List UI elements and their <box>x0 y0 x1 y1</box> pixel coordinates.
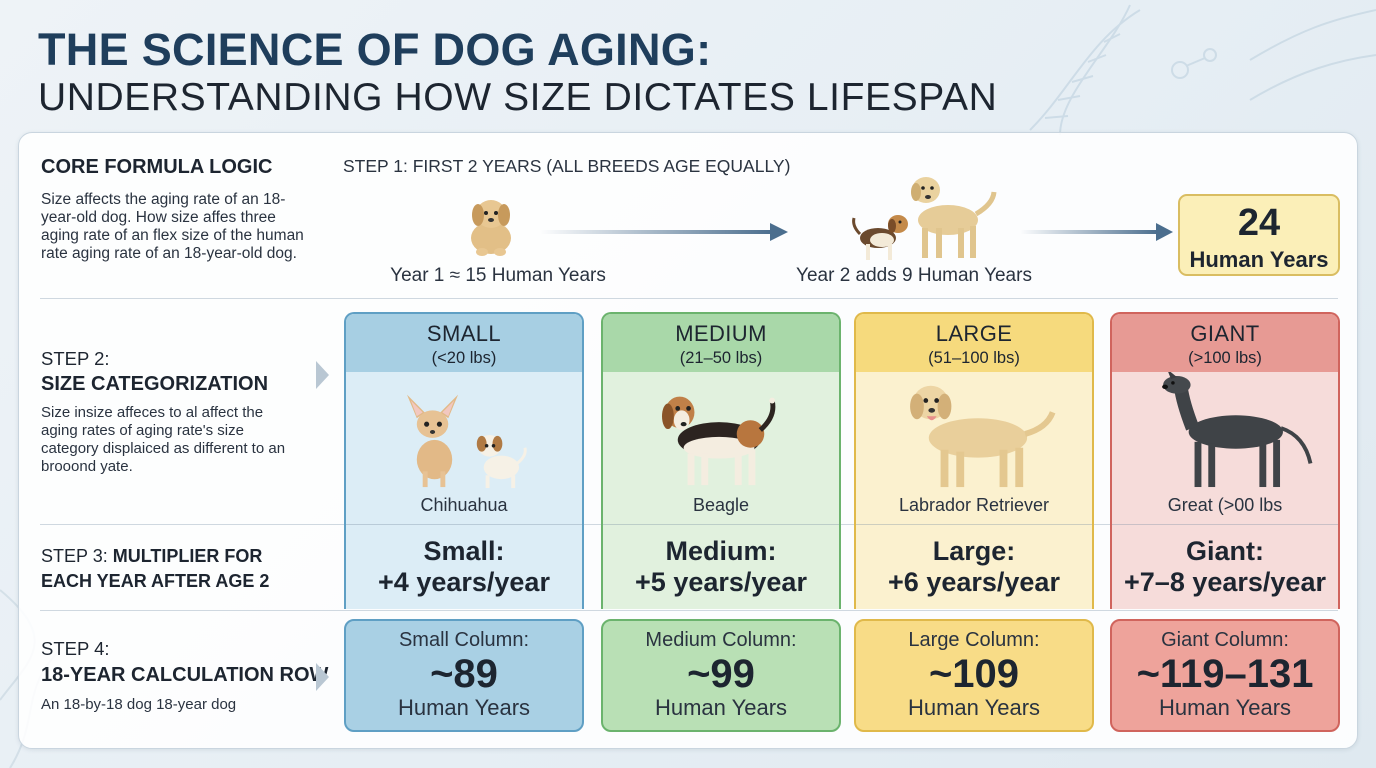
multiplier-label: Medium: <box>665 536 777 566</box>
result-value: ~119–131 <box>1136 652 1314 696</box>
year1-caption: Year 1 ≈ 15 Human Years <box>390 265 606 286</box>
multiplier-label: Large: <box>932 536 1016 566</box>
main-title: THE SCIENCE OF DOG AGING: <box>38 24 712 75</box>
category-weight-range: (>100 lbs) <box>1188 349 1262 367</box>
labrador-icon <box>910 385 1056 488</box>
breed-name: Labrador Retriever <box>898 495 1050 515</box>
column-divider <box>856 524 1092 525</box>
row-divider-3 <box>40 610 1338 611</box>
arrow-1-icon <box>540 223 788 241</box>
aging-multiplier: Small: +4 years/year <box>346 536 582 598</box>
step2-chevron-icon <box>316 361 329 389</box>
breed-name: Beagle <box>692 495 750 515</box>
category-name: LARGE <box>935 321 1013 346</box>
multiplier-label: Small: <box>423 536 505 566</box>
arrow-2-icon <box>1020 223 1173 241</box>
aging-multiplier: Medium: +5 years/year <box>603 536 839 598</box>
category-weight-range: (21–50 lbs) <box>679 349 763 367</box>
step3-label-bold: MULTIPLIER FOR <box>112 546 263 566</box>
result-value: ~99 <box>687 652 755 696</box>
step1-result-unit: Human Years <box>1189 247 1329 272</box>
multiplier-value: +4 years/year <box>378 567 550 597</box>
year2-caption: Year 2 adds 9 Human Years <box>796 265 1032 286</box>
core-formula-text: Size affects the aging rate of an 18-yea… <box>41 191 304 262</box>
step1-result-box: 24 Human Years <box>1178 194 1340 276</box>
category-name: GIANT <box>1190 321 1260 346</box>
result-box-large: Large Column: ~109 Human Years <box>854 619 1094 732</box>
result-label: Small Column: <box>398 629 530 651</box>
category-header: SMALL (<20 lbs) <box>346 314 582 372</box>
column-divider <box>1112 524 1338 525</box>
result-box-small: Small Column: ~89 Human Years <box>344 619 584 732</box>
step3-label-plain: STEP 3: <box>41 546 113 566</box>
category-name: SMALL <box>426 321 502 346</box>
chihuahua-icon <box>406 394 527 489</box>
result-box-giant: Giant Column: ~119–131 Human Years <box>1110 619 1340 732</box>
result-value: ~109 <box>928 652 1020 696</box>
step4-chevron-icon <box>316 663 329 691</box>
core-formula-title: CORE FORMULA LOGIC <box>41 156 273 178</box>
step4-label-line2: 18-YEAR CALCULATION ROW <box>41 664 329 686</box>
step2-label-line2: SIZE CATEGORIZATION <box>41 373 269 395</box>
result-label: Medium Column: <box>645 629 797 651</box>
category-header: MEDIUM (21–50 lbs) <box>603 314 839 372</box>
result-unit: Human Years <box>397 695 531 720</box>
step4-description: An 18-by-18 dog 18-year dog <box>41 696 237 713</box>
result-unit: Human Years <box>654 695 788 720</box>
result-unit: Human Years <box>907 695 1041 720</box>
aging-multiplier: Large: +6 years/year <box>856 536 1092 598</box>
result-box-medium: Medium Column: ~99 Human Years <box>601 619 841 732</box>
step2-label-line1: STEP 2: <box>41 348 110 369</box>
column-divider <box>346 524 582 525</box>
puppy-icon <box>471 200 511 256</box>
step3-label-line2: EACH YEAR AFTER AGE 2 <box>41 571 270 591</box>
step1-result-value: 24 <box>1237 202 1281 244</box>
column-divider <box>603 524 839 525</box>
result-label: Giant Column: <box>1161 629 1289 651</box>
multiplier-label: Giant: <box>1186 536 1264 566</box>
result-unit: Human Years <box>1158 695 1292 720</box>
category-column-giant: GIANT (>100 lbs) Great (>00 lbs Giant: +… <box>1110 312 1340 609</box>
multiplier-value: +6 years/year <box>888 567 1060 597</box>
result-value: ~89 <box>430 652 498 696</box>
step3-label: STEP 3: MULTIPLIER FOR <box>41 546 262 567</box>
multiplier-value: +7–8 years/year <box>1124 567 1326 597</box>
breed-name: Great (>00 lbs <box>1167 495 1283 515</box>
row-divider-1 <box>40 298 1338 299</box>
beagle-and-labrador-icon <box>852 177 997 260</box>
category-column-large: LARGE (51–100 lbs) Labrador Retriever La… <box>854 312 1094 609</box>
multiplier-value: +5 years/year <box>635 567 807 597</box>
category-name: MEDIUM <box>675 321 767 346</box>
category-column-medium: MEDIUM (21–50 lbs) Beagle Medium: +5 yea… <box>601 312 841 609</box>
result-label: Large Column: <box>908 629 1040 651</box>
step2-description: Size insize affeces to al affect the agi… <box>41 404 286 475</box>
step4-label-line1: STEP 4: <box>41 638 110 659</box>
great-dane-icon <box>1162 372 1313 488</box>
aging-multiplier: Giant: +7–8 years/year <box>1112 536 1338 598</box>
category-weight-range: (51–100 lbs) <box>928 349 1020 367</box>
breed-name: Chihuahua <box>420 495 508 515</box>
category-header: GIANT (>100 lbs) <box>1112 314 1338 372</box>
category-weight-range: (<20 lbs) <box>431 349 497 367</box>
step1-label: STEP 1: FIRST 2 YEARS (ALL BREEDS AGE EQ… <box>343 156 791 176</box>
subtitle: UNDERSTANDING HOW SIZE DICTATES LIFESPAN <box>38 76 998 119</box>
category-column-small: SMALL (<20 lbs) Chihuahua Small: +4 year… <box>344 312 584 609</box>
category-header: LARGE (51–100 lbs) <box>856 314 1092 372</box>
beagle-icon <box>662 396 776 486</box>
